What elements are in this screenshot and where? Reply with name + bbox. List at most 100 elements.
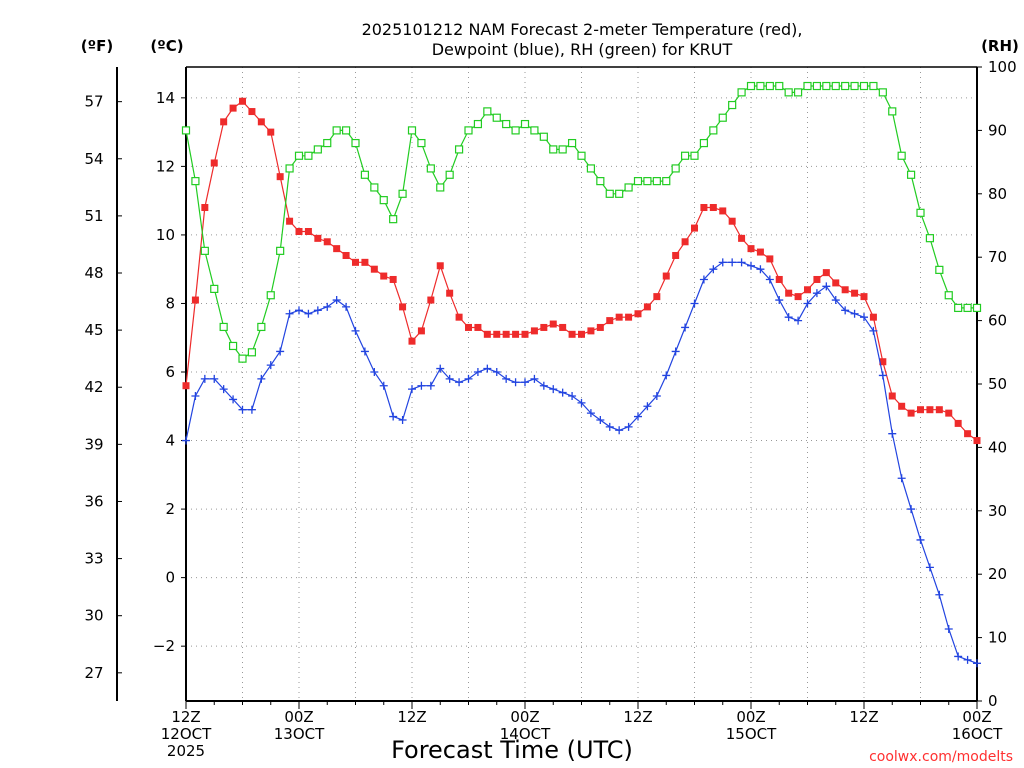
dewpoint-point xyxy=(907,505,916,514)
rh-point xyxy=(426,164,435,173)
rh-point xyxy=(502,119,511,129)
fahrenheit-tick-label: 54 xyxy=(84,150,103,168)
temperature-point xyxy=(851,289,859,297)
x-tick-label: 00Z xyxy=(736,708,765,726)
dewpoint-point xyxy=(728,258,737,267)
x-tick-label: 12Z xyxy=(397,708,426,726)
temperature-point xyxy=(615,313,623,321)
dewpoint-point xyxy=(332,296,341,305)
rh-point xyxy=(539,132,548,141)
temperature-point xyxy=(530,327,538,335)
dewpoint-point xyxy=(699,275,708,284)
temperature-point xyxy=(314,234,322,242)
rh-point xyxy=(473,119,483,129)
rh-point xyxy=(238,354,247,363)
rh-point xyxy=(200,246,209,255)
dewpoint-point xyxy=(681,323,690,332)
temperature-point xyxy=(578,330,585,338)
dewpoint-point xyxy=(897,474,906,483)
temperature-point xyxy=(201,204,209,212)
dewpoint-point xyxy=(464,374,473,383)
fahrenheit-unit-label: (ºF) xyxy=(81,37,113,55)
fahrenheit-tick-label: 45 xyxy=(84,321,103,339)
dewpoint-point xyxy=(718,258,727,267)
rh-point xyxy=(436,183,445,192)
rh-point xyxy=(906,170,916,179)
temperature-point xyxy=(370,265,378,273)
fahrenheit-tick-label: 48 xyxy=(84,264,103,282)
temperature-point xyxy=(606,317,614,325)
celsius-tick-label: 6 xyxy=(165,363,175,381)
rh-unit-label: (RH) xyxy=(981,37,1019,55)
fahrenheit-tick-label: 42 xyxy=(84,378,103,396)
temperature-point xyxy=(323,238,331,246)
rh-point xyxy=(379,196,388,205)
rh-point xyxy=(662,177,671,186)
temperature-point xyxy=(719,207,727,215)
temperature-point xyxy=(766,255,774,263)
rh-point xyxy=(332,126,341,135)
rh-point xyxy=(615,189,624,198)
rh-point xyxy=(652,177,661,186)
dewpoint-point xyxy=(257,374,266,383)
rh-point xyxy=(294,151,304,160)
rh-point xyxy=(888,107,897,116)
fahrenheit-tick-label: 33 xyxy=(84,550,103,568)
rh-tick-label: 80 xyxy=(988,185,1007,203)
chart-title-line-2: Dewpoint (blue), RH (green) for KRUT xyxy=(432,40,733,59)
dewpoint-point xyxy=(511,378,520,387)
temperature-point xyxy=(512,330,520,338)
rh-tick-label: 70 xyxy=(988,248,1007,266)
rh-point xyxy=(963,303,972,313)
dewpoint-point xyxy=(276,347,285,356)
dewpoint-point xyxy=(313,306,322,315)
rh-point xyxy=(304,151,313,160)
temperature-point xyxy=(295,227,303,235)
rh-point xyxy=(247,348,257,357)
dewpoint-point xyxy=(643,402,652,411)
celsius-tick-label: −2 xyxy=(153,637,175,655)
temperature-point xyxy=(653,293,661,301)
temperature-point xyxy=(973,437,981,445)
dewpoint-point xyxy=(266,361,275,370)
rh-point xyxy=(784,88,793,97)
temperature-point xyxy=(869,313,877,321)
rh-point xyxy=(257,322,266,332)
temperature-point xyxy=(549,320,557,328)
rh-point xyxy=(822,81,831,91)
dewpoint-point xyxy=(229,395,238,404)
dewpoint-point xyxy=(323,302,332,311)
dewpoint-point xyxy=(586,409,595,418)
dewpoint-point xyxy=(304,309,313,318)
dewpoint-point xyxy=(775,296,784,305)
rh-point xyxy=(944,291,953,300)
temperature-point xyxy=(483,330,491,338)
x-tick-label: 12OCT xyxy=(161,725,212,743)
dewpoint-point xyxy=(690,299,699,308)
fahrenheit-tick-label: 36 xyxy=(84,492,103,510)
dewpoint-point xyxy=(925,563,934,572)
dewpoint-point xyxy=(944,625,953,634)
rh-point xyxy=(925,234,935,243)
temperature-point xyxy=(879,358,887,366)
x-tick-label: 00Z xyxy=(962,708,991,726)
temperature-point xyxy=(408,337,416,345)
dewpoint-point xyxy=(360,347,369,356)
temperature-point xyxy=(634,310,642,318)
temperature-point xyxy=(559,323,567,331)
rh-point xyxy=(549,145,558,154)
dewpoint-point xyxy=(295,306,303,315)
rh-point xyxy=(407,126,417,135)
rh-point xyxy=(586,164,596,173)
dewpoint-point xyxy=(615,426,624,435)
x-tick-label: 16OCT xyxy=(952,725,1003,743)
rh-point xyxy=(690,151,699,160)
rh-point xyxy=(671,164,680,173)
temperature-point xyxy=(276,173,284,181)
temperature-point xyxy=(860,293,868,301)
credit-link[interactable]: coolwx.com/modelts xyxy=(869,749,1013,765)
temperature-point xyxy=(898,402,906,410)
rh-point xyxy=(633,177,643,186)
rh-point xyxy=(445,170,454,179)
